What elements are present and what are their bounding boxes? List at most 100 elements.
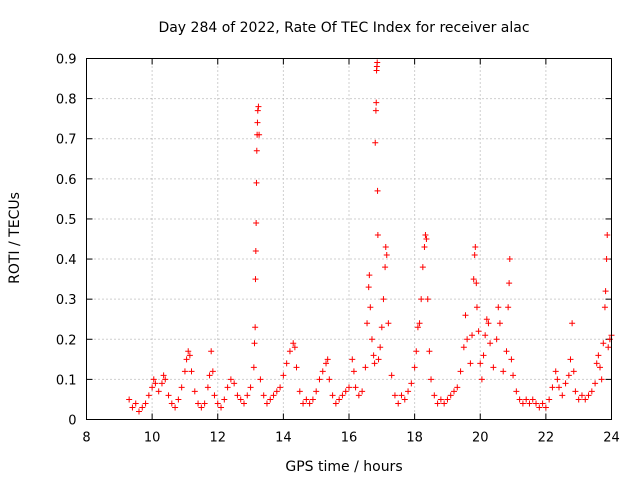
data-point xyxy=(165,392,172,399)
data-point xyxy=(188,368,195,375)
data-point xyxy=(378,324,385,331)
data-point xyxy=(251,340,258,347)
data-point xyxy=(371,360,378,367)
data-point xyxy=(457,368,464,375)
data-point xyxy=(422,231,429,238)
data-point xyxy=(374,231,381,238)
data-point xyxy=(211,392,218,399)
data-point xyxy=(175,396,182,403)
data-point xyxy=(505,304,512,311)
x-tick-label: 12 xyxy=(209,431,226,446)
data-point xyxy=(257,376,264,383)
data-point xyxy=(519,400,526,407)
x-tick-label: 8 xyxy=(82,431,90,446)
data-point xyxy=(385,320,392,327)
data-point xyxy=(506,280,513,287)
data-point xyxy=(364,320,371,327)
data-point xyxy=(380,296,387,303)
data-point xyxy=(221,396,228,403)
x-tick-label: 10 xyxy=(144,431,161,446)
data-point xyxy=(209,368,216,375)
data-point xyxy=(536,404,543,411)
data-point xyxy=(255,103,262,110)
data-point xyxy=(605,344,612,351)
data-point xyxy=(469,332,476,339)
data-point xyxy=(231,380,238,387)
data-point xyxy=(142,400,149,407)
data-point xyxy=(582,396,589,403)
data-point xyxy=(477,360,484,367)
data-point xyxy=(516,396,523,403)
data-point xyxy=(475,328,482,335)
y-tick-label: 0.4 xyxy=(56,253,77,268)
data-point xyxy=(490,364,497,371)
data-point xyxy=(493,336,500,343)
data-point xyxy=(383,252,390,259)
data-points xyxy=(126,59,615,415)
x-tick-label: 20 xyxy=(472,431,489,446)
data-point xyxy=(309,396,316,403)
data-point xyxy=(416,320,423,327)
data-point xyxy=(155,388,162,395)
data-point xyxy=(372,107,379,114)
data-point xyxy=(204,384,211,391)
data-point xyxy=(602,288,609,295)
data-point xyxy=(434,400,441,407)
data-point xyxy=(362,364,369,371)
data-point xyxy=(349,356,356,363)
data-point xyxy=(375,356,382,363)
data-point xyxy=(556,384,562,391)
data-point xyxy=(367,304,374,311)
data-point xyxy=(313,388,320,395)
data-point xyxy=(431,392,438,399)
data-point xyxy=(506,256,513,263)
data-point xyxy=(191,388,198,395)
y-tick-label: 0 xyxy=(68,414,76,429)
data-point xyxy=(503,348,510,355)
data-point xyxy=(562,380,569,387)
data-point xyxy=(150,376,157,383)
data-point xyxy=(549,384,556,391)
data-point xyxy=(374,59,381,66)
plot-frame xyxy=(86,58,612,420)
data-point xyxy=(603,256,610,263)
data-point xyxy=(178,384,185,391)
data-point xyxy=(588,388,595,395)
data-point xyxy=(316,376,323,383)
data-point xyxy=(296,388,303,395)
data-point xyxy=(529,396,536,403)
data-point xyxy=(253,147,260,154)
data-point xyxy=(467,360,474,367)
data-point xyxy=(183,356,190,363)
y-axis-title: ROTI / TECUs xyxy=(7,192,23,284)
data-point xyxy=(604,231,611,238)
data-point xyxy=(342,388,349,395)
y-tick-label: 0.5 xyxy=(56,213,77,228)
data-point xyxy=(595,352,602,359)
data-point xyxy=(542,404,549,411)
y-tick-label: 0.2 xyxy=(56,333,77,348)
data-point xyxy=(482,332,489,339)
data-point xyxy=(382,264,389,271)
data-point xyxy=(198,404,205,411)
data-point xyxy=(260,392,267,399)
data-point xyxy=(306,400,313,407)
data-point xyxy=(136,408,142,415)
data-point xyxy=(398,392,405,399)
data-point xyxy=(303,396,310,403)
data-point xyxy=(539,400,546,407)
data-point xyxy=(423,236,430,242)
data-point xyxy=(291,344,298,351)
tick-labels: 8 10 12 14 16 18 20 22 24 0 0.1 0.2 0.3 0.4 0.5 0.6 0.7 0… xyxy=(56,53,620,446)
data-point xyxy=(168,400,175,407)
data-point xyxy=(601,304,608,311)
data-point xyxy=(201,400,208,407)
data-point xyxy=(419,264,426,271)
grid-lines xyxy=(86,58,612,420)
data-point xyxy=(575,396,582,403)
data-point xyxy=(323,360,330,367)
y-tick-label: 0.3 xyxy=(56,293,77,308)
data-point xyxy=(483,316,490,323)
